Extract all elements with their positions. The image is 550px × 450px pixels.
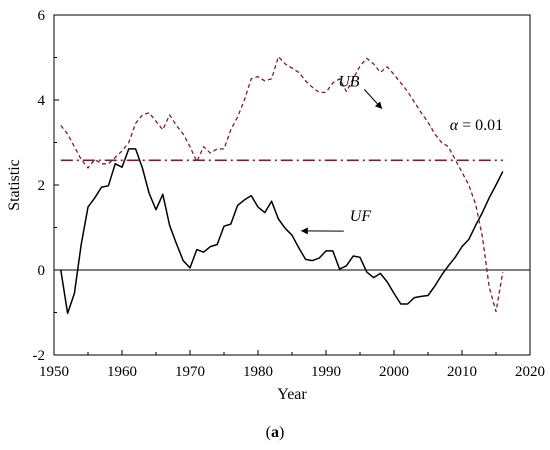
series-layer <box>60 56 504 315</box>
series-uf-line <box>60 148 504 315</box>
plot-frame <box>53 14 531 356</box>
y-tick-label: 0 <box>38 263 46 279</box>
caption-close: ) <box>279 424 284 441</box>
figure-caption: (a) <box>266 424 285 441</box>
x-tick-label: 2010 <box>447 364 477 380</box>
annotations-layer: UB UF α = 0.01 <box>300 73 503 235</box>
caption-label: a <box>271 424 279 441</box>
annotation-alpha-symbol: α <box>450 117 459 134</box>
reference-lines <box>54 159 530 271</box>
annotation-alpha: α = 0.01 <box>450 117 503 134</box>
x-tick-label: 1970 <box>175 364 205 380</box>
series-ub-line <box>60 56 504 313</box>
x-tick-label: 2000 <box>379 364 409 380</box>
y-tick-label: 6 <box>38 8 46 24</box>
y-tick-label: 4 <box>38 93 46 109</box>
annotation-alpha-value: = 0.01 <box>458 117 503 134</box>
x-tick-label: 2020 <box>515 364 545 380</box>
annotation-uf: UF <box>350 208 372 225</box>
x-tick-label: 1990 <box>311 364 341 380</box>
y-axis-label: Statistic <box>6 159 23 211</box>
caption-open: ( <box>266 424 271 441</box>
y-tick-label: -2 <box>33 348 46 364</box>
annotation-ub-arrow <box>363 89 383 110</box>
x-tick-label: 1950 <box>39 364 69 380</box>
x-axis-label: Year <box>277 386 307 403</box>
ticks-layer: 1950 1960 1970 1980 1990 2000 2010 2020 -2 0 2 4 6 <box>33 8 546 380</box>
x-tick-label: 1980 <box>243 364 273 380</box>
annotation-ub: UB <box>338 73 360 90</box>
x-tick-label: 1960 <box>107 364 137 380</box>
y-tick-label: 2 <box>38 178 46 194</box>
